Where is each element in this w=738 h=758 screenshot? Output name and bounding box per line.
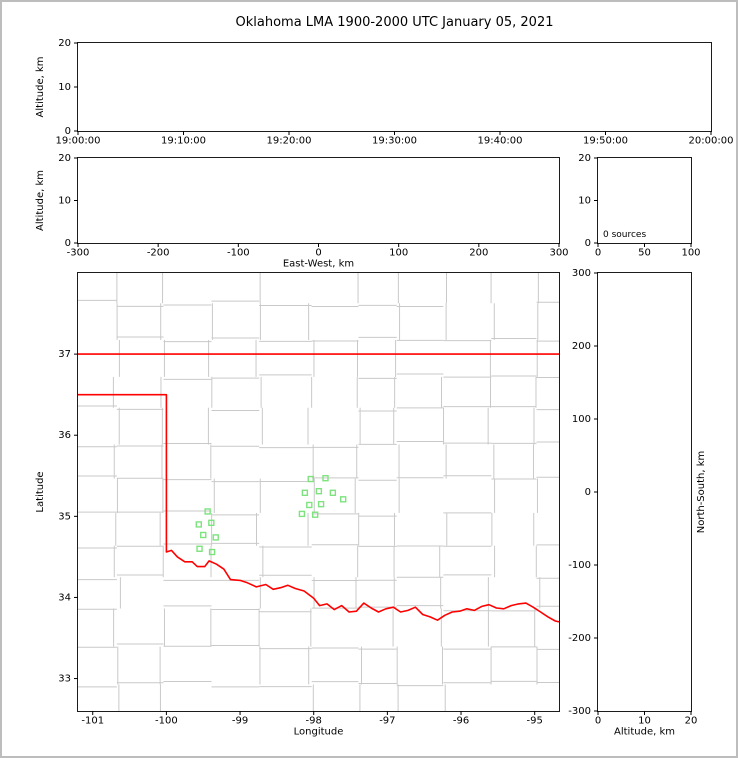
- y-axis-label: Altitude, km: [35, 57, 46, 118]
- y-tick-label: -300: [568, 706, 591, 717]
- x-tick-label: 300: [549, 247, 568, 258]
- time-altitude-panel: 19:00:00 19:10:00 19:20:00 19:30:00 19:40:00…: [35, 38, 733, 146]
- lma-station-marker: [306, 501, 313, 509]
- x-tick-label: -96: [453, 715, 469, 726]
- x-tick-label: -100: [227, 247, 250, 258]
- source-count-annotation: 0 sources: [603, 230, 646, 240]
- y-tick-label: 33: [58, 674, 71, 685]
- y-tick-label: 200: [572, 341, 591, 352]
- y-tick-label: 34: [58, 592, 71, 603]
- x-axis-label: East-West, km: [283, 258, 354, 269]
- x-tick-label: -101: [81, 715, 104, 726]
- y-tick-label: 0: [585, 487, 591, 498]
- altitude-ns-svg: 0 10 20 -300 -200 -100 0 100 200 300 Altitude, km N…: [568, 268, 707, 737]
- lma-station-marker: [315, 487, 323, 495]
- x-tick-label: 200: [469, 247, 488, 258]
- lma-station-marker: [339, 496, 347, 503]
- x-tick-label: -99: [232, 715, 248, 726]
- lma-station-marker: [311, 511, 319, 518]
- y-tick-label: 10: [58, 82, 71, 93]
- x-tick-label: -95: [527, 715, 543, 726]
- x-tick-label: 19:20:00: [267, 135, 312, 146]
- lma-station-marker: [322, 475, 329, 482]
- y-tick-label: 10: [58, 196, 71, 207]
- x-tick-label: -300: [67, 247, 90, 258]
- source-count-panel: 0 50 100 0 10 20 0 sources: [578, 153, 700, 258]
- x-tick-label: 20:00:00: [689, 135, 734, 146]
- x-tick-label: 19:50:00: [583, 135, 628, 146]
- x-tick-label: 19:00:00: [56, 135, 101, 146]
- source-histogram-svg: 0 50 100 0 10 20 0 sources: [578, 153, 700, 258]
- x-tick-label: 0: [315, 247, 321, 258]
- lma-station-marker: [212, 534, 219, 541]
- y-tick-label: 36: [58, 430, 71, 441]
- x-tick-label: 20: [685, 715, 698, 726]
- y-tick-label: 35: [58, 511, 71, 522]
- lma-station-marker: [204, 508, 211, 515]
- y-tick-label: -200: [568, 633, 591, 644]
- x-tick-label: 19:30:00: [372, 135, 417, 146]
- lma-station-marker: [301, 489, 309, 497]
- y-axis-label: Altitude, km: [35, 170, 46, 231]
- y-tick-label: 37: [58, 349, 71, 360]
- y-tick-label: -100: [568, 560, 591, 571]
- y-tick-label: 0: [585, 238, 591, 249]
- x-tick-label: -100: [155, 715, 178, 726]
- altitude-northsouth-panel: 0 10 20 -300 -200 -100 0 100 200 300 Altitude, km N…: [568, 268, 707, 737]
- lma-station-marker: [196, 545, 203, 552]
- y-tick-label: 20: [58, 38, 71, 49]
- x-tick-label: 0: [595, 247, 601, 258]
- figure-title: Oklahoma LMA 1900-2000 UTC January 05, 2…: [235, 15, 554, 30]
- lma-station-marker: [307, 475, 314, 483]
- time-altitude-svg: 19:00:00 19:10:00 19:20:00 19:30:00 19:40:00…: [35, 38, 733, 146]
- x-tick-label: -98: [306, 715, 322, 726]
- lma-station-marker: [195, 521, 203, 528]
- lma-station-marker: [298, 510, 306, 518]
- x-tick-label: 100: [389, 247, 408, 258]
- ew-altitude-svg: -300 -200 -100 0 100 200 300 0 10 20 East-West, km…: [35, 153, 569, 269]
- x-tick-label: 0: [595, 715, 601, 726]
- y-tick-label: 0: [65, 126, 71, 137]
- y-tick-label: 0: [65, 238, 71, 249]
- x-tick-label: 19:10:00: [161, 135, 206, 146]
- y-tick-label: 100: [572, 414, 591, 425]
- y-tick-label: 300: [572, 268, 591, 279]
- x-axis-label: Altitude, km: [614, 726, 675, 737]
- eastwest-altitude-panel: -300 -200 -100 0 100 200 300 0 10 20 East-West, km…: [35, 153, 569, 269]
- state-border: [78, 393, 559, 623]
- x-tick-label: 100: [681, 247, 700, 258]
- plan-view-map-svg: -101 -100 -99 -98 -97 -96 -95 33 34 35 36 37 Longitu…: [35, 273, 559, 737]
- lma-station-marker: [200, 531, 207, 539]
- lma-station-marker: [208, 519, 215, 527]
- y-axis-label-right: North-South, km: [696, 451, 707, 534]
- lma-station-marker: [317, 500, 325, 508]
- x-tick-label: 50: [638, 247, 651, 258]
- x-tick-label: -97: [379, 715, 395, 726]
- plan-view-map-panel: -101 -100 -99 -98 -97 -96 -95 33 34 35 36 37 Longitu…: [35, 272, 560, 737]
- y-tick-label: 20: [58, 153, 71, 164]
- lma-station-marker: [208, 548, 216, 556]
- x-tick-label: 19:40:00: [478, 135, 523, 146]
- y-tick-label: 10: [578, 196, 591, 207]
- x-axis-label: Longitude: [294, 726, 344, 737]
- x-tick-label: -200: [147, 247, 170, 258]
- y-axis-label: Latitude: [35, 471, 46, 512]
- y-tick-label: 20: [578, 153, 591, 164]
- x-tick-label: 10: [638, 715, 651, 726]
- lma-station-marker: [329, 489, 337, 497]
- plan-view-map-plot-area: [78, 273, 559, 711]
